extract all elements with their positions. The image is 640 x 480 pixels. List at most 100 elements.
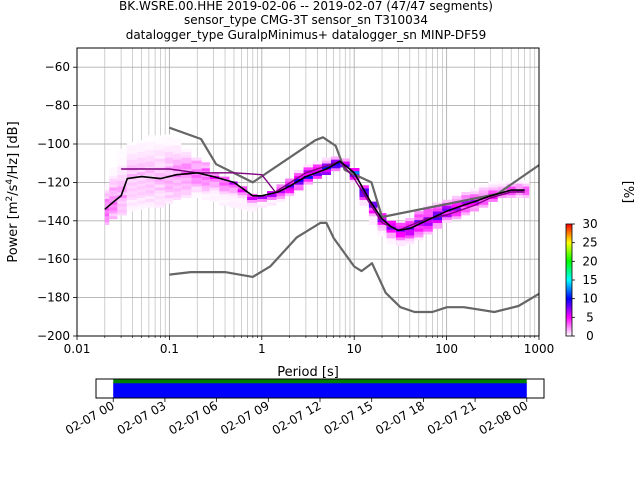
density-cell — [368, 201, 378, 205]
density-cell — [117, 166, 127, 170]
density-cell — [173, 153, 182, 157]
density-cell — [173, 159, 182, 163]
density-cell — [164, 180, 174, 184]
density-cell — [164, 194, 174, 199]
density-cell — [117, 183, 127, 187]
density-cell — [109, 167, 118, 171]
density-cell — [209, 181, 220, 185]
density-cell — [173, 139, 182, 143]
density-cell — [109, 190, 118, 194]
density-cell — [478, 187, 489, 191]
density-cell — [137, 203, 146, 207]
density-cell — [145, 201, 155, 205]
colorbar-tick-label: 0 — [586, 329, 594, 343]
density-cell — [451, 213, 462, 217]
density-cell — [395, 242, 406, 247]
density-cell — [126, 156, 138, 160]
density-cell — [104, 184, 110, 188]
density-cell — [201, 196, 210, 200]
density-cell — [181, 157, 192, 161]
y-tick-label: −180 — [37, 291, 70, 305]
density-cell — [154, 204, 165, 208]
density-cell — [201, 185, 210, 189]
density-cell — [126, 142, 138, 146]
density-cell — [219, 193, 230, 198]
density-cell — [117, 154, 127, 158]
density-cell — [109, 201, 118, 205]
density-cell — [321, 163, 332, 167]
density-cell — [451, 216, 462, 220]
density-cell — [137, 186, 146, 190]
density-cell — [469, 208, 479, 212]
density-cell — [423, 222, 433, 226]
density-cell — [312, 172, 322, 176]
density-cell — [117, 197, 127, 201]
density-cell — [432, 222, 443, 226]
density-cell — [469, 205, 479, 209]
density-cell — [395, 225, 406, 229]
density-cell — [126, 153, 138, 157]
density-cell — [219, 182, 230, 186]
density-cell — [191, 186, 202, 190]
density-cell — [164, 171, 174, 176]
density-cell — [181, 154, 192, 158]
density-cell — [237, 192, 248, 196]
density-cell — [145, 192, 155, 197]
density-cell — [442, 199, 452, 203]
density-cell — [104, 195, 110, 200]
density-cell — [145, 195, 155, 200]
density-cell — [247, 202, 258, 206]
density-cell — [164, 186, 174, 190]
density-cell — [285, 190, 295, 194]
density-cell — [104, 221, 110, 225]
density-cell — [497, 183, 507, 187]
density-cell — [137, 194, 146, 199]
density-cell — [377, 224, 387, 228]
density-cell — [137, 197, 146, 201]
density-cell — [154, 201, 165, 205]
density-cell — [432, 208, 443, 212]
density-cell — [201, 188, 210, 192]
density-cell — [145, 190, 155, 194]
density-cell — [137, 183, 146, 187]
density-cell — [145, 198, 155, 202]
density-cell — [321, 166, 332, 170]
density-cell — [229, 187, 238, 191]
density-cell — [164, 168, 174, 173]
density-cell — [442, 214, 452, 218]
density-cell — [109, 192, 118, 197]
density-cell — [276, 190, 286, 194]
availability-bar — [113, 383, 527, 398]
density-cell — [181, 163, 192, 167]
density-cell — [276, 184, 286, 188]
density-cell — [104, 190, 110, 194]
density-cell — [164, 145, 174, 150]
density-cell — [126, 179, 138, 183]
density-cell — [497, 192, 507, 196]
density-cell — [442, 216, 452, 221]
density-cell — [154, 158, 165, 162]
density-cell — [377, 218, 387, 223]
density-cell — [137, 166, 146, 170]
density-cell — [117, 203, 127, 207]
density-cell — [117, 157, 127, 161]
density-cell — [126, 185, 138, 189]
density-cell — [164, 160, 174, 164]
density-cell — [126, 159, 138, 163]
x-tick-label: 10 — [347, 342, 362, 356]
density-cell — [303, 167, 313, 171]
density-cell — [515, 194, 523, 199]
density-cell — [219, 185, 230, 189]
density-cell — [104, 210, 110, 214]
density-cell — [164, 137, 174, 141]
density-cell — [126, 150, 138, 154]
density-cell — [137, 160, 146, 164]
density-cell — [395, 237, 406, 241]
density-cell — [145, 141, 155, 145]
density-cell — [173, 156, 182, 160]
density-cell — [515, 180, 523, 184]
density-cell — [312, 161, 322, 165]
density-cell — [488, 190, 498, 194]
x-axis-label: Period [s] — [277, 365, 339, 380]
